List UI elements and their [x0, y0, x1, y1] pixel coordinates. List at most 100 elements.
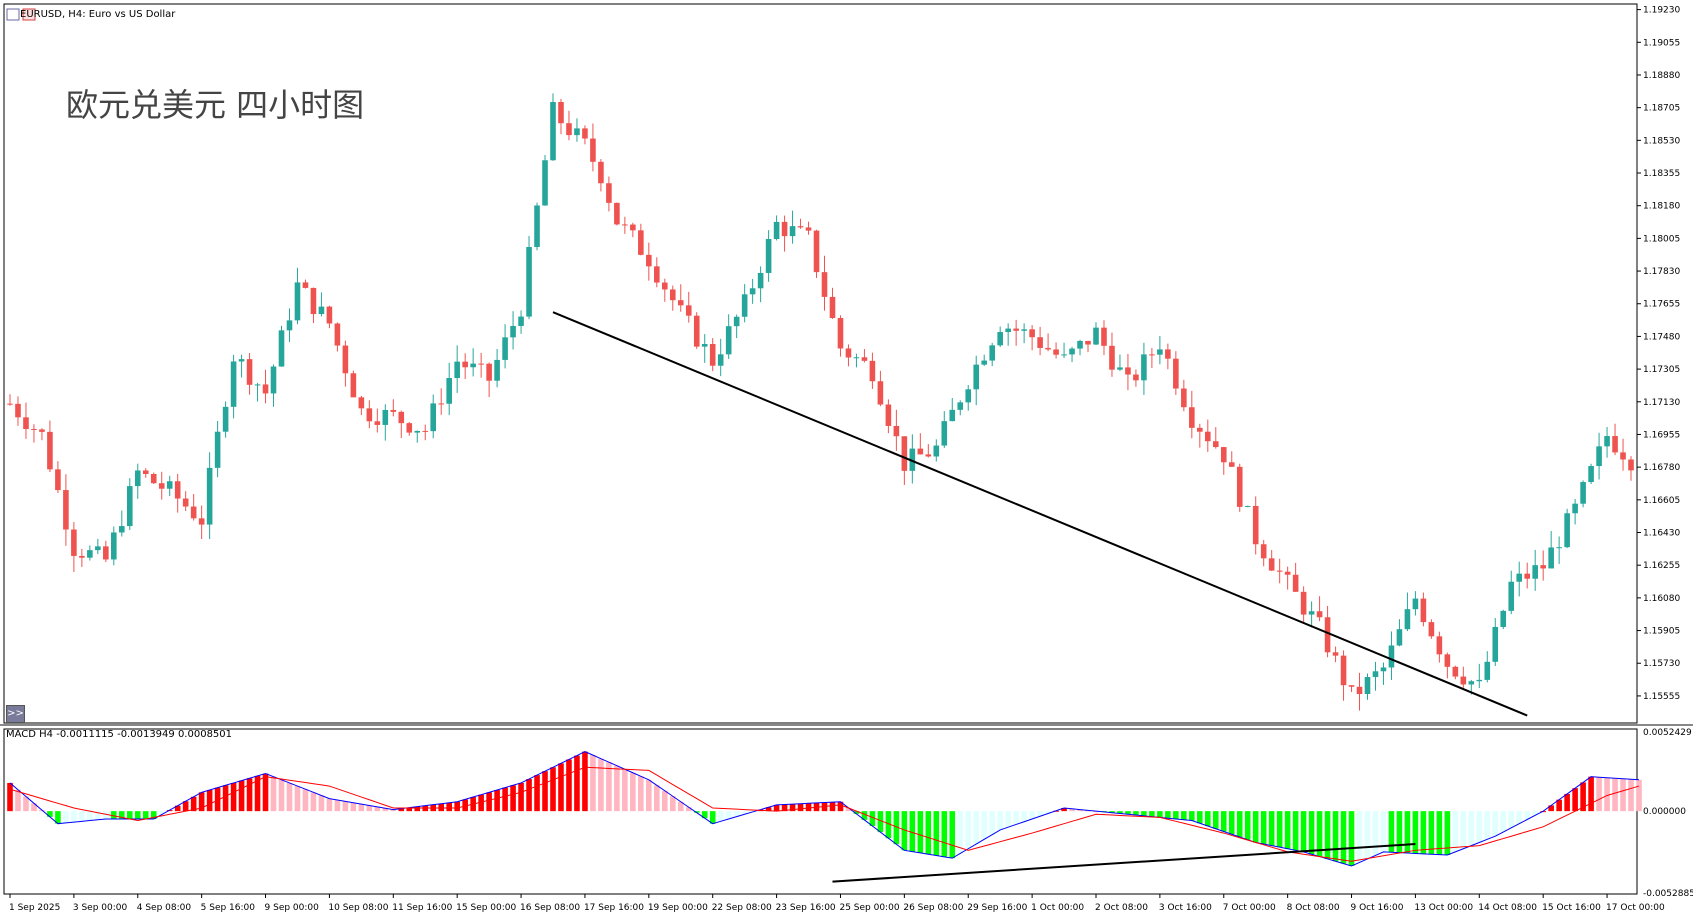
macd-histogram-bar: [502, 787, 508, 812]
macd-histogram-bar: [190, 796, 197, 812]
chart-annotation: 欧元兑美元 四小时图: [66, 86, 365, 124]
macd-histogram-bar: [677, 801, 684, 812]
macd-histogram-bar: [390, 809, 397, 812]
candle-body: [1388, 645, 1395, 668]
candle-body: [246, 359, 253, 385]
candle-body: [1165, 349, 1171, 359]
candle-body: [693, 315, 700, 347]
candle-body: [925, 454, 932, 457]
time-tick-label: 9 Oct 16:00: [1351, 903, 1404, 913]
macd-histogram-bar: [1276, 811, 1283, 848]
macd-histogram-bar: [1508, 811, 1515, 828]
candle-body: [813, 230, 820, 273]
time-tick-label: 19 Sep 00:00: [648, 903, 708, 913]
macd-histogram-bar: [933, 811, 940, 856]
macd-histogram-bar: [1484, 811, 1491, 840]
macd-histogram-bar: [1548, 805, 1554, 812]
macd-histogram-bar: [965, 811, 972, 849]
expand-button[interactable]: >>: [6, 705, 25, 723]
candle-body: [142, 470, 149, 474]
candle-body: [893, 425, 900, 437]
price-tick-label: 1.17655: [1643, 300, 1680, 310]
time-tick-label: 17 Sep 16:00: [584, 903, 644, 913]
candle-body: [773, 221, 780, 239]
macd-histogram-bar: [1620, 778, 1626, 812]
macd-histogram-bar: [1252, 811, 1259, 843]
macd-histogram-bar: [398, 808, 405, 812]
macd-histogram-bar: [646, 779, 652, 812]
macd-trendline: [832, 843, 1416, 883]
time-tick-label: 16 Sep 08:00: [520, 903, 580, 913]
candle-body: [1380, 667, 1387, 672]
signal-line: [9, 766, 1640, 862]
candle-body: [79, 555, 85, 558]
candle-body: [87, 550, 93, 558]
candle-body: [103, 546, 109, 560]
macd-histogram-bar: [1173, 811, 1179, 819]
candle-body: [1412, 598, 1419, 610]
macd-histogram-bar: [1364, 811, 1371, 859]
candle-body: [997, 332, 1003, 346]
time-tick-label: 22 Sep 08:00: [712, 903, 772, 913]
macd-histogram-bar: [1308, 811, 1315, 855]
time-tick-label: 1 Oct 00:00: [1031, 903, 1084, 913]
candle-body: [1436, 636, 1443, 655]
macd-histogram-bar: [111, 811, 117, 819]
macd-histogram-bar: [1612, 778, 1618, 812]
time-tick-label: 26 Sep 08:00: [903, 903, 963, 913]
macd-histogram-bar: [1109, 811, 1115, 813]
candle-body: [1356, 686, 1363, 695]
macd-histogram-bar: [1005, 811, 1011, 828]
macd-histogram-bar: [7, 782, 13, 812]
macd-histogram-bar: [95, 811, 101, 820]
macd-histogram-bar: [262, 773, 269, 812]
candle-body: [582, 128, 588, 139]
candle-body: [1348, 685, 1355, 687]
macd-histogram-bar: [334, 799, 341, 812]
time-tick-label: 10 Sep 08:00: [328, 903, 388, 913]
candle-body: [430, 403, 437, 432]
candle-body: [1181, 388, 1187, 408]
macd-histogram-bar: [134, 811, 141, 819]
candle-body: [350, 373, 357, 398]
macd-histogram-bar: [318, 795, 325, 812]
macd-histogram-bar: [733, 811, 740, 817]
candle-body: [1612, 436, 1618, 453]
price-tick-label: 1.17830: [1643, 267, 1680, 277]
candle-body: [1444, 654, 1451, 667]
macd-histogram-bar: [302, 789, 309, 812]
candle-body: [733, 316, 740, 327]
time-tick-label: 1 Sep 2025: [9, 903, 60, 913]
macd-histogram-bar: [1133, 811, 1139, 816]
candle-body: [1420, 598, 1427, 623]
candle-body: [31, 428, 37, 430]
candle-body: [757, 272, 764, 289]
macd-histogram-bar: [1061, 808, 1067, 812]
candle-body: [318, 306, 325, 315]
time-tick-label: 4 Sep 08:00: [137, 903, 192, 913]
candle-body: [685, 305, 692, 316]
candle-body: [709, 344, 716, 366]
macd-histogram-bar: [1204, 811, 1211, 827]
candle-body: [214, 431, 221, 468]
candle-body: [174, 481, 181, 499]
macd-histogram-bar: [238, 780, 245, 812]
price-tick-label: 1.18005: [1643, 234, 1680, 244]
macd-histogram-bar: [685, 807, 692, 812]
macd-histogram-bar: [1332, 811, 1339, 862]
macd-histogram-bar: [63, 811, 69, 823]
time-tick-label: 3 Oct 16:00: [1159, 903, 1212, 913]
macd-histogram-bar: [366, 805, 373, 812]
candle-body: [47, 431, 53, 470]
candle-body: [7, 403, 13, 405]
candle-body: [1053, 349, 1059, 355]
candle-body: [1093, 327, 1099, 345]
macd-histogram-bar: [446, 802, 452, 812]
candle-body: [669, 289, 676, 301]
macd-histogram-bar: [1628, 779, 1634, 812]
candle-body: [1604, 436, 1610, 447]
candle-body: [981, 360, 988, 365]
macd-tick-label: 0.000000: [1643, 807, 1686, 817]
price-tick-label: 1.17130: [1643, 398, 1680, 408]
